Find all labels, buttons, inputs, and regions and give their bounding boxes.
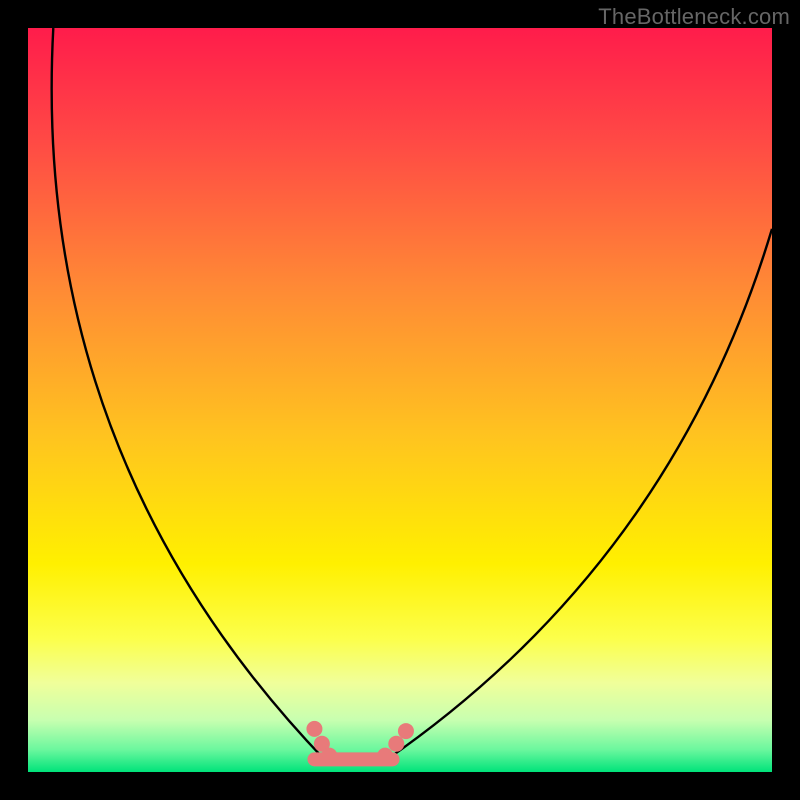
bottleneck-chart bbox=[0, 0, 800, 800]
gradient-background bbox=[28, 28, 772, 772]
watermark-text: TheBottleneck.com bbox=[598, 4, 790, 30]
